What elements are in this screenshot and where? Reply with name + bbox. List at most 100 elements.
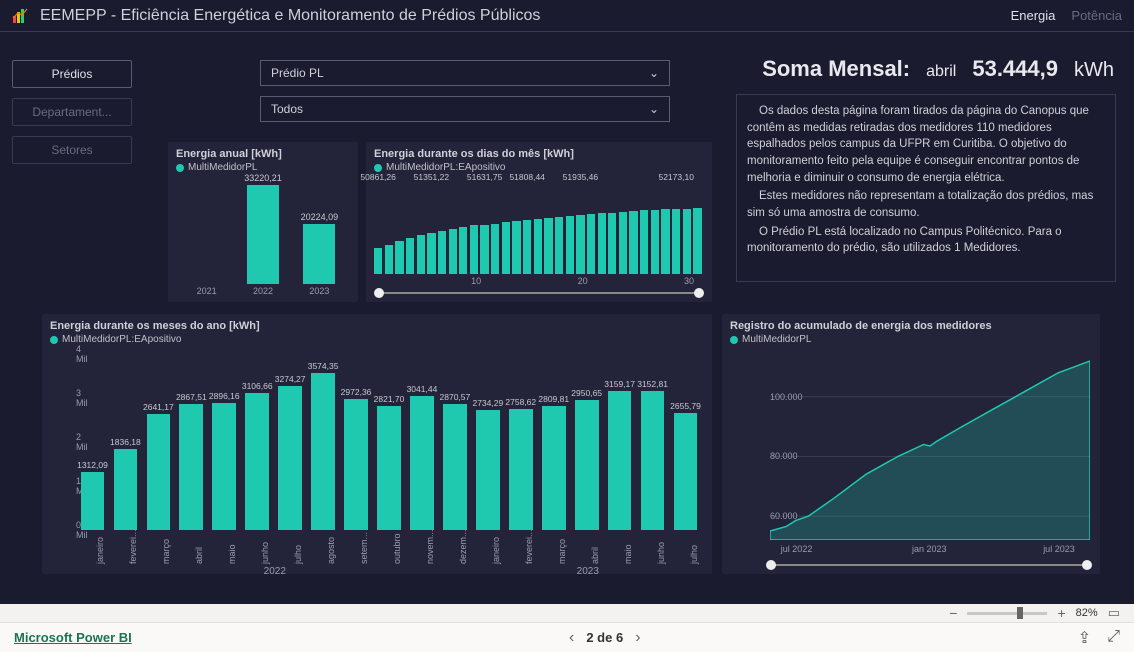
bar[interactable] (587, 214, 595, 274)
bar[interactable] (459, 227, 467, 274)
x-axis-label: agosto (326, 537, 336, 564)
bar-value-label: 3152,81 (637, 379, 668, 389)
bar[interactable] (544, 218, 552, 274)
x-axis-label: maio (227, 544, 237, 564)
bar[interactable] (674, 413, 698, 530)
bar[interactable] (512, 221, 520, 274)
page-prev-button[interactable]: ‹ (569, 629, 574, 647)
bar[interactable] (693, 208, 701, 274)
bar-value-label: 3274,27 (275, 374, 306, 384)
bar[interactable] (534, 219, 542, 274)
x-axis-label: outubro (392, 533, 402, 564)
slider-thumb-left[interactable] (374, 288, 384, 298)
zoom-thumb[interactable] (1017, 607, 1023, 619)
card-monthly-title: Energia durante os meses do ano [kWh] (42, 314, 712, 334)
share-icon[interactable]: ⇪ (1078, 628, 1091, 648)
bar[interactable] (395, 241, 403, 274)
bar[interactable] (598, 213, 606, 274)
bar[interactable] (555, 217, 563, 274)
bar[interactable] (303, 224, 335, 284)
sidebar-btn-departamentos[interactable]: Departament... (12, 98, 132, 126)
bar-value-label: 2870,57 (440, 392, 471, 402)
slider-thumb-left[interactable] (766, 560, 776, 570)
zoom-out-button[interactable]: − (949, 605, 957, 621)
bar[interactable] (410, 396, 434, 530)
bar[interactable] (608, 213, 616, 275)
bar[interactable] (344, 399, 368, 530)
bar[interactable] (542, 406, 566, 530)
bar[interactable] (443, 404, 467, 530)
fullscreen-icon[interactable]: ⤢ (1107, 628, 1120, 648)
annual-chart-area[interactable]: 202133220,21202220224,092023 (176, 180, 350, 284)
bar[interactable] (629, 211, 637, 274)
select-medidor[interactable]: Todos ⌄ (260, 96, 670, 122)
bar[interactable] (651, 210, 659, 274)
bar[interactable] (438, 231, 446, 274)
cumulative-slider[interactable] (770, 564, 1088, 566)
bar-value-label: 51935,46 (563, 172, 598, 182)
monthly-chart-area[interactable]: 0 Mil1 Mil2 Mil3 Mil4 Mil1312,09janeiro1… (76, 354, 702, 530)
bar[interactable] (619, 212, 627, 274)
cumulative-chart-area[interactable]: 60.00080.000100.000jul 2022jan 2023jul 2… (770, 352, 1090, 540)
bar[interactable] (385, 245, 393, 274)
daily-slider[interactable] (378, 292, 700, 294)
bar[interactable] (566, 216, 574, 274)
bar[interactable] (608, 391, 632, 530)
select-predio[interactable]: Prédio PL ⌄ (260, 60, 670, 86)
bar[interactable] (147, 414, 171, 530)
bar[interactable] (247, 185, 279, 284)
x-axis-label: 2022 (253, 286, 273, 296)
bar[interactable] (480, 225, 488, 274)
x-axis-label: março (161, 539, 171, 564)
bar[interactable] (470, 225, 478, 274)
card-monthly: Energia durante os meses do ano [kWh] Mu… (42, 314, 712, 574)
bar[interactable] (502, 222, 510, 274)
x-axis-label: 2023 (309, 286, 329, 296)
bar[interactable] (81, 472, 105, 530)
powerbi-brand-link[interactable]: Microsoft Power BI (14, 630, 132, 645)
x-axis-label: 20 (578, 276, 588, 286)
sidebar-btn-predios[interactable]: Prédios (12, 60, 132, 88)
bar[interactable] (377, 406, 401, 530)
bar[interactable] (491, 224, 499, 274)
bar[interactable] (640, 210, 648, 274)
zoom-in-button[interactable]: + (1057, 605, 1065, 621)
bar[interactable] (661, 209, 669, 274)
bar[interactable] (476, 410, 500, 530)
bar[interactable] (374, 248, 382, 274)
bar[interactable] (245, 393, 269, 530)
bar[interactable] (576, 215, 584, 274)
bar[interactable] (114, 449, 138, 530)
slider-thumb-right[interactable] (694, 288, 704, 298)
bar[interactable] (417, 235, 425, 274)
embed-bar: Microsoft Power BI ‹ 2 de 6 › ⇪ ⤢ (0, 622, 1134, 652)
bar[interactable] (683, 209, 691, 274)
bar[interactable] (509, 409, 533, 530)
zoom-slider[interactable] (967, 612, 1047, 615)
x-axis-label: jul 2022 (781, 544, 813, 554)
fit-page-icon[interactable]: ▭ (1108, 605, 1120, 621)
sidebar-btn-setores[interactable]: Setores (12, 136, 132, 164)
bar[interactable] (672, 209, 680, 274)
bar[interactable] (575, 400, 599, 530)
bar[interactable] (278, 386, 302, 530)
tab-energia[interactable]: Energia (1011, 8, 1056, 23)
slider-thumb-right[interactable] (1082, 560, 1092, 570)
y-axis-label: 100.000 (770, 392, 774, 402)
bar[interactable] (406, 238, 414, 274)
tab-potencia[interactable]: Potência (1071, 8, 1122, 23)
bar-value-label: 2950,65 (571, 388, 602, 398)
bar[interactable] (212, 403, 236, 530)
bar-value-label: 2896,16 (209, 391, 240, 401)
page-next-button[interactable]: › (635, 629, 640, 647)
bar[interactable] (523, 220, 531, 274)
filter-selects: Prédio PL ⌄ Todos ⌄ (260, 60, 670, 132)
bar[interactable] (427, 233, 435, 274)
y-axis-label: 1 Mil (76, 476, 80, 496)
bar[interactable] (311, 373, 335, 530)
bar[interactable] (641, 391, 665, 530)
bar[interactable] (449, 229, 457, 274)
card-cumulative-title: Registro do acumulado de energia dos med… (722, 314, 1100, 334)
bar[interactable] (179, 404, 203, 530)
daily-chart-area[interactable]: 50861,2651351,2251631,7551808,4451935,46… (374, 184, 704, 274)
